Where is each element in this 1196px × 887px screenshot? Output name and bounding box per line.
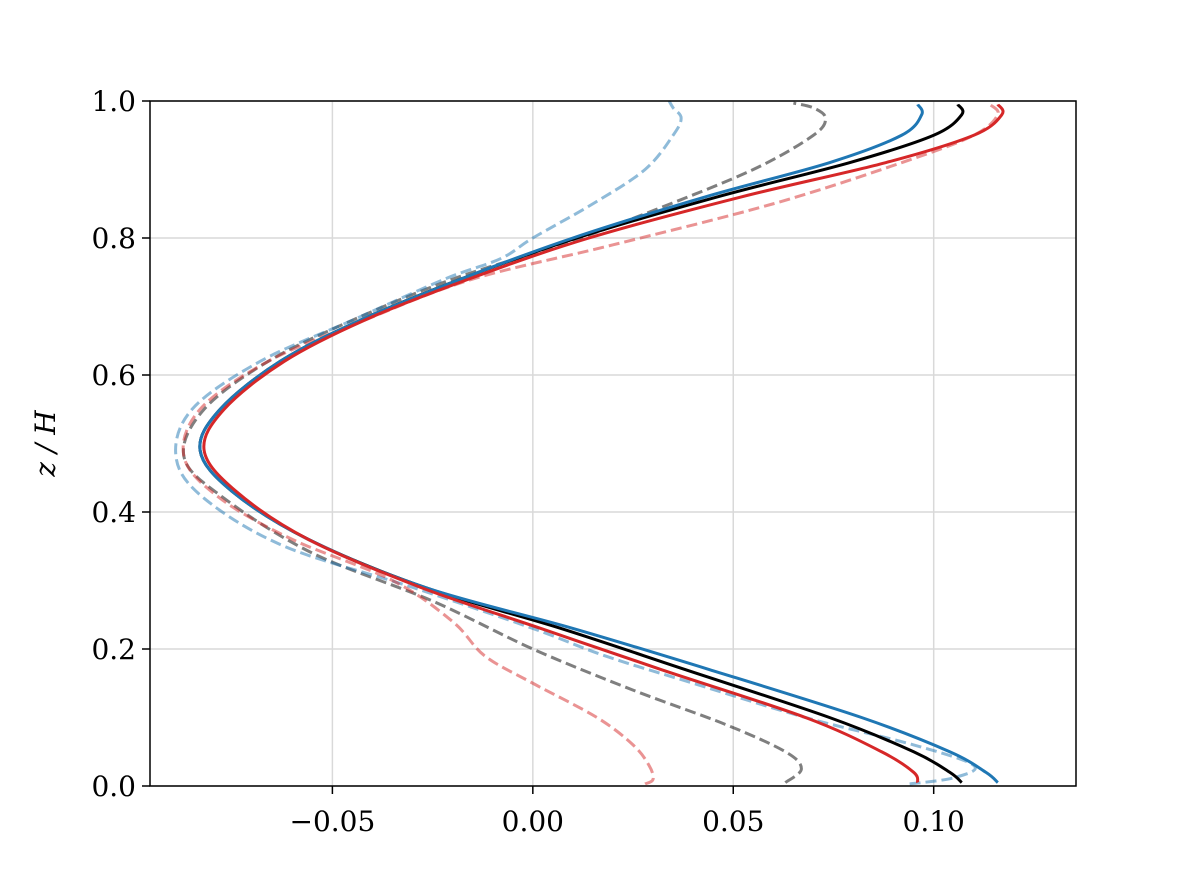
series-line-6 — [181, 103, 1000, 786]
axis-ticks: −0.05 0.00 0.05 0.10 0.0 0.2 0.4 0.6 0.8 1.0 — [91, 85, 964, 838]
series-line-3 — [202, 103, 1005, 784]
x-tick-label: 0.05 — [702, 805, 764, 838]
y-tick-label: 0.8 — [91, 222, 136, 255]
y-tick-label: 0.0 — [91, 770, 136, 803]
x-tick-label: −0.05 — [289, 805, 375, 838]
series-line-2 — [198, 103, 999, 784]
y-tick-label: 0.2 — [91, 633, 136, 666]
x-tick-label: 0.00 — [502, 805, 564, 838]
y-tick-label: 0.4 — [91, 496, 136, 529]
series-line-4 — [181, 101, 827, 784]
y-tick-label: 0.6 — [91, 359, 136, 392]
plot-frame — [149, 100, 1077, 787]
y-tick-label: 1.0 — [91, 85, 136, 118]
x-tick-label: 0.10 — [903, 805, 965, 838]
y-axis-label: z / H — [29, 410, 62, 478]
series-lines — [174, 100, 1005, 786]
